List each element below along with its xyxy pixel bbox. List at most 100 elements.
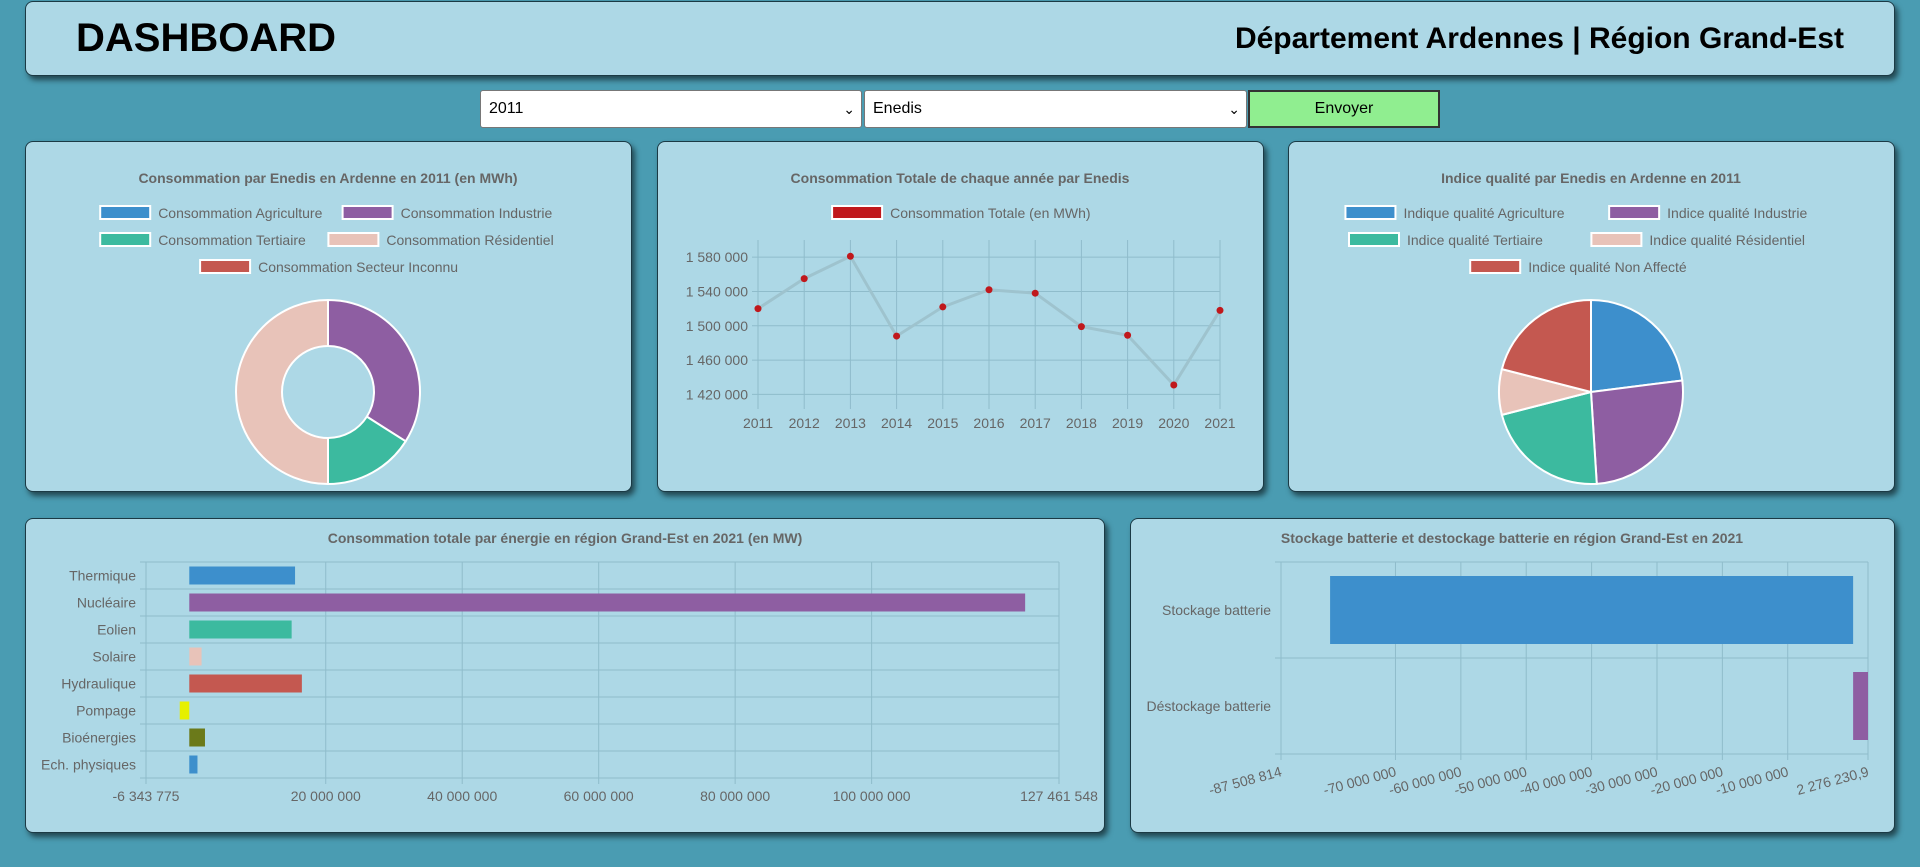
x-tick-label: -60 000 000	[1387, 763, 1464, 798]
provider-select[interactable]: Enedis ⌄	[864, 90, 1247, 128]
category-label: Nucléaire	[77, 595, 136, 611]
legend-swatch	[99, 232, 152, 247]
chart-title: Stockage batterie et destockage batterie…	[1281, 530, 1743, 546]
y-tick-label: 1 500 000	[686, 318, 748, 334]
x-tick-label: 2018	[1066, 415, 1097, 431]
x-tick-label: 127 461 548	[1020, 788, 1098, 804]
slice-consommation-industrie	[327, 298, 421, 443]
category-label: Stockage batterie	[1162, 602, 1271, 618]
data-point	[1031, 289, 1039, 297]
yearly-consumption-line-chart: Consommation Totale de chaque année par …	[686, 170, 1236, 431]
x-tick-label: 2015	[927, 415, 958, 431]
category-label: Déstockage batterie	[1146, 698, 1271, 714]
legend-label: Indice qualité Industrie	[1667, 205, 1807, 221]
x-tick-label: 2017	[1020, 415, 1051, 431]
header-bar: DASHBOARD Département Ardennes | Région …	[25, 1, 1895, 76]
bar-destockage-batterie	[1853, 672, 1868, 740]
data-point	[1124, 331, 1132, 339]
chevron-down-icon: ⌄	[843, 101, 855, 117]
x-tick-label: -87 508 814	[1207, 763, 1284, 798]
category-label: Bioénergies	[62, 730, 136, 746]
consumption-donut-chart: Consommation par Enedis en Ardenne en 20…	[99, 170, 554, 486]
legend-swatch	[199, 259, 252, 274]
x-tick-label: -30 000 000	[1583, 763, 1660, 798]
legend-swatch	[1469, 259, 1522, 274]
slice-indique-qualite-agriculture	[1590, 298, 1684, 394]
bar-solaire	[189, 647, 202, 666]
data-point	[893, 332, 901, 340]
data-point	[1077, 323, 1085, 331]
legend-swatch	[99, 205, 152, 220]
legend-label: Consommation Résidentiel	[386, 232, 553, 248]
x-tick-label: 2016	[973, 415, 1004, 431]
category-label: Hydraulique	[61, 676, 136, 692]
battery-storage-panel: Stockage batterie et destockage batterie…	[1130, 518, 1895, 833]
category-label: Thermique	[69, 568, 136, 584]
bar-eolien	[189, 620, 292, 639]
x-tick-label: -10 000 000	[1714, 763, 1791, 798]
x-tick-label: -40 000 000	[1518, 763, 1595, 798]
x-tick-label: -20 000 000	[1648, 763, 1725, 798]
data-point	[939, 303, 947, 311]
x-tick-label: -6 343 775	[113, 788, 180, 804]
energy-consumption-panel: Consommation totale par énergie en régio…	[25, 518, 1105, 833]
data-point	[754, 305, 762, 313]
x-tick-label: 20 000 000	[291, 788, 361, 804]
bar-stockage-batterie	[1330, 576, 1854, 644]
dashboard-title: DASHBOARD	[76, 16, 336, 60]
x-tick-label: 2013	[835, 415, 866, 431]
legend-swatch	[1590, 232, 1643, 247]
y-tick-label: 1 460 000	[686, 352, 748, 368]
legend-label: Consommation Secteur Inconnu	[258, 259, 458, 275]
legend-label: Consommation Tertiaire	[158, 232, 306, 248]
x-tick-label: -50 000 000	[1452, 763, 1529, 798]
provider-select-value: Enedis	[873, 100, 922, 117]
submit-button[interactable]: Envoyer	[1248, 90, 1440, 128]
y-tick-label: 1 580 000	[686, 249, 748, 265]
bar-bioenergies	[189, 728, 205, 747]
year-select-value: 2011	[489, 100, 524, 117]
legend-swatch	[327, 232, 380, 247]
x-tick-label: 100 000 000	[833, 788, 911, 804]
bar-hydraulique	[189, 674, 302, 693]
year-select[interactable]: 2011 ⌄	[480, 90, 862, 128]
yearly-consumption-panel: Consommation Totale de chaque année par …	[657, 141, 1264, 492]
category-label: Solaire	[92, 649, 136, 665]
x-tick-label: 2011	[743, 415, 773, 431]
legend-label: Consommation Totale (en MWh)	[890, 205, 1090, 221]
data-point	[1170, 381, 1178, 389]
legend-swatch	[831, 205, 884, 220]
x-tick-label: 2020	[1158, 415, 1189, 431]
category-label: Eolien	[97, 622, 136, 638]
bar-nucleaire	[189, 593, 1026, 612]
legend-label: Indique qualité Agriculture	[1403, 205, 1564, 221]
category-label: Pompage	[76, 703, 136, 719]
x-tick-label: 80 000 000	[700, 788, 770, 804]
legend-label: Consommation Agriculture	[158, 205, 322, 221]
energy-consumption-bar-chart: Consommation totale par énergie en régio…	[41, 530, 1098, 804]
slice-consommation-residentiel	[235, 298, 329, 486]
y-tick-label: 1 540 000	[686, 283, 748, 299]
chart-title: Indice qualité par Enedis en Ardenne en …	[1441, 170, 1741, 186]
x-tick-label: 2019	[1112, 415, 1143, 431]
legend-label: Consommation Industrie	[401, 205, 553, 221]
x-tick-label: 2 276 230,9	[1795, 763, 1871, 798]
legend-label: Indice qualité Non Affecté	[1528, 259, 1687, 275]
legend-swatch	[1348, 232, 1400, 247]
x-tick-label: -70 000 000	[1321, 763, 1398, 798]
bar-ech-physiques	[189, 755, 198, 774]
quality-index-pie-chart: Indice qualité par Enedis en Ardenne en …	[1344, 170, 1807, 485]
consumption-donut-panel: Consommation par Enedis en Ardenne en 20…	[25, 141, 632, 492]
data-point	[846, 252, 854, 260]
x-tick-label: 2021	[1204, 415, 1235, 431]
chevron-down-icon: ⌄	[1228, 101, 1240, 117]
chart-title: Consommation par Enedis en Ardenne en 20…	[138, 170, 517, 186]
slice-indice-qualite-industrie	[1589, 379, 1684, 485]
category-label: Ech. physiques	[41, 757, 136, 773]
legend-swatch	[1344, 205, 1397, 220]
y-tick-label: 1 420 000	[686, 386, 748, 402]
x-tick-label: 40 000 000	[427, 788, 497, 804]
battery-storage-bar-chart: Stockage batterie et destockage batterie…	[1146, 530, 1871, 798]
data-point	[800, 275, 808, 283]
legend-label: Indice qualité Résidentiel	[1649, 232, 1805, 248]
